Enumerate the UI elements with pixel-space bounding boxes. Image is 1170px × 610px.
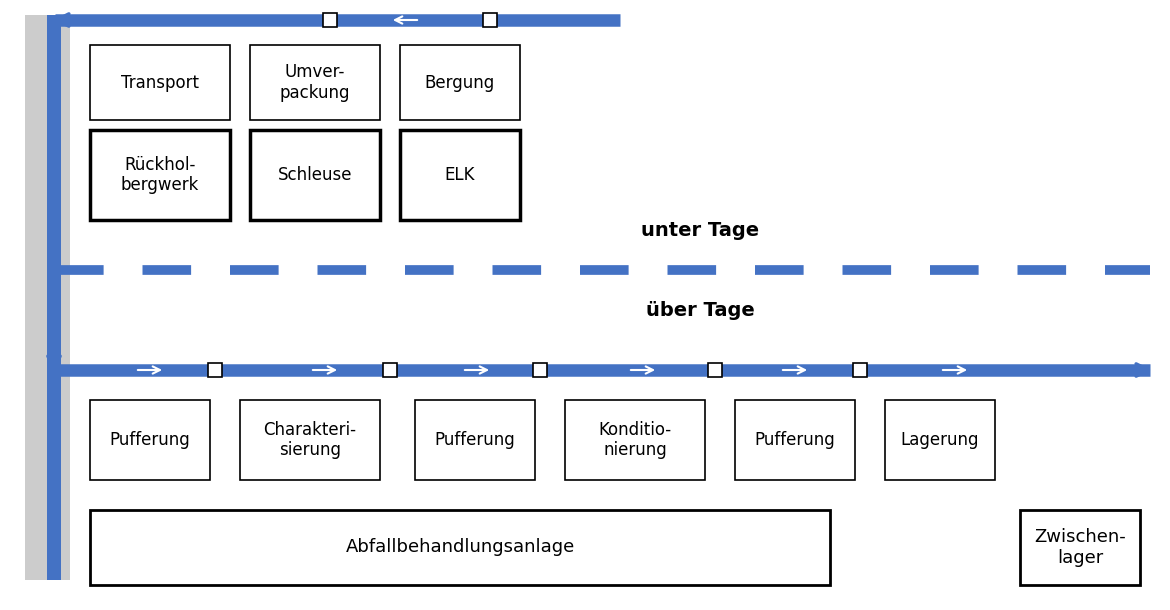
Bar bbox=[90, 45, 230, 120]
Bar bbox=[853, 363, 867, 377]
Bar bbox=[708, 363, 722, 377]
Bar bbox=[25, 15, 70, 580]
Text: Abfallbehandlungsanlage: Abfallbehandlungsanlage bbox=[345, 539, 574, 556]
Bar bbox=[323, 13, 337, 27]
Text: Konditio-
nierung: Konditio- nierung bbox=[598, 421, 672, 459]
Bar bbox=[735, 400, 855, 480]
Bar bbox=[90, 130, 230, 220]
Text: unter Tage: unter Tage bbox=[641, 220, 759, 240]
Bar bbox=[47, 15, 61, 580]
Bar bbox=[400, 45, 519, 120]
Text: ELK: ELK bbox=[445, 166, 475, 184]
Text: Pufferung: Pufferung bbox=[434, 431, 515, 449]
Bar bbox=[250, 130, 380, 220]
Bar bbox=[483, 13, 497, 27]
Bar bbox=[885, 400, 994, 480]
Text: Lagerung: Lagerung bbox=[901, 431, 979, 449]
Text: Charakteri-
sierung: Charakteri- sierung bbox=[263, 421, 357, 459]
Text: Pufferung: Pufferung bbox=[110, 431, 191, 449]
Bar bbox=[90, 510, 830, 585]
Bar bbox=[400, 130, 519, 220]
Bar bbox=[208, 363, 222, 377]
Bar bbox=[1020, 510, 1140, 585]
Bar bbox=[90, 400, 209, 480]
Text: Bergung: Bergung bbox=[425, 73, 495, 92]
Text: Transport: Transport bbox=[121, 73, 199, 92]
Bar bbox=[565, 400, 706, 480]
Text: Zwischen-
lager: Zwischen- lager bbox=[1034, 528, 1126, 567]
Bar bbox=[383, 363, 397, 377]
Bar bbox=[534, 363, 548, 377]
Text: Schleuse: Schleuse bbox=[277, 166, 352, 184]
Text: Pufferung: Pufferung bbox=[755, 431, 835, 449]
Text: über Tage: über Tage bbox=[646, 301, 755, 320]
Bar bbox=[415, 400, 535, 480]
Bar bbox=[240, 400, 380, 480]
Bar bbox=[250, 45, 380, 120]
Text: Umver-
packung: Umver- packung bbox=[280, 63, 350, 102]
Text: Rückhol-
bergwerk: Rückhol- bergwerk bbox=[121, 156, 199, 195]
